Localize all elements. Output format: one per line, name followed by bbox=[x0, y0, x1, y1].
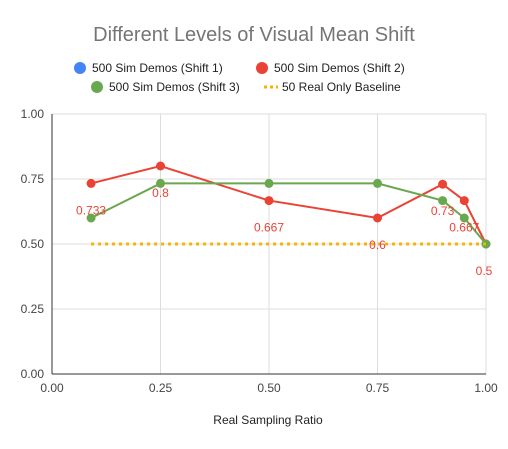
data-point bbox=[86, 178, 96, 188]
data-labels: 0.733 0.8 0.667 0.6 0.73 0.667 0.5 bbox=[76, 186, 493, 278]
legend-label: 50 Real Only Baseline bbox=[282, 80, 401, 94]
x-tick-label: 0.75 bbox=[366, 381, 390, 395]
data-point bbox=[264, 196, 274, 206]
legend-swatch bbox=[91, 81, 103, 93]
legend-label: 500 Sim Demos (Shift 2) bbox=[274, 61, 405, 75]
data-point bbox=[373, 178, 382, 188]
data-label: 0.5 bbox=[476, 264, 493, 278]
data-point bbox=[438, 196, 448, 206]
y-tick-label: 0.50 bbox=[21, 237, 45, 251]
x-tick-label: 0.00 bbox=[40, 381, 64, 395]
data-label: 0.667 bbox=[254, 221, 284, 235]
data-point bbox=[86, 213, 96, 223]
x-tick-label: 1.00 bbox=[474, 381, 498, 395]
legend-swatch bbox=[256, 62, 268, 74]
y-tick-label: 0.00 bbox=[21, 367, 45, 381]
data-point bbox=[264, 178, 274, 188]
x-axis-title: Real Sampling Ratio bbox=[213, 413, 323, 427]
data-label: 0.73 bbox=[431, 204, 455, 218]
data-label: 0.733 bbox=[76, 203, 106, 217]
legend: 500 Sim Demos (Shift 1) 500 Sim Demos (Sh… bbox=[74, 61, 405, 94]
y-tick-label: 0.25 bbox=[21, 302, 45, 316]
data-point bbox=[156, 178, 165, 188]
data-point bbox=[459, 213, 469, 223]
legend-label: 500 Sim Demos (Shift 3) bbox=[109, 80, 240, 94]
x-tick-label: 0.25 bbox=[149, 381, 173, 395]
data-point bbox=[459, 196, 469, 206]
data-label: 0.6 bbox=[369, 238, 386, 252]
axes: 0.00 0.25 0.50 0.75 1.00 0.00 0.25 0.50 0.75 1.00 bbox=[21, 107, 498, 395]
data-label: 0.8 bbox=[152, 186, 169, 200]
y-tick-label: 1.00 bbox=[21, 107, 45, 121]
data-point bbox=[373, 213, 382, 223]
data-label: 0.667 bbox=[449, 221, 479, 235]
data-point bbox=[156, 161, 165, 171]
chart-title: Different Levels of Visual Mean Shift bbox=[93, 24, 415, 46]
y-tick-label: 0.75 bbox=[21, 172, 45, 186]
data-point bbox=[438, 179, 448, 189]
x-tick-label: 0.50 bbox=[257, 381, 281, 395]
series-layer bbox=[86, 161, 491, 249]
legend-swatch bbox=[74, 62, 86, 74]
legend-label: 500 Sim Demos (Shift 1) bbox=[92, 61, 223, 75]
